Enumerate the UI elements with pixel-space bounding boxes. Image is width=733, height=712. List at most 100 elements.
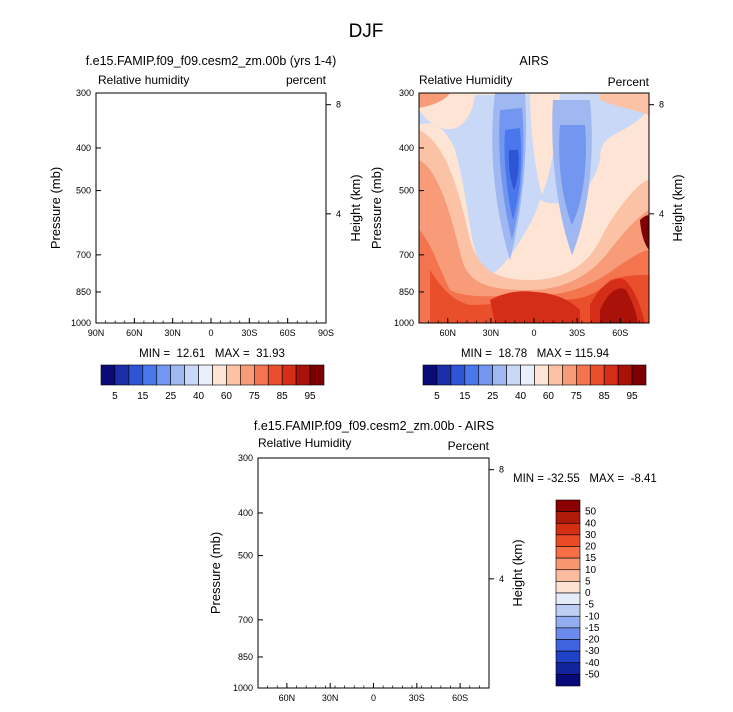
- colorbar-label: 50: [585, 507, 597, 518]
- colorbar-swatch: [617, 364, 633, 386]
- colorbar-obs: 5 15 25 40 60 75 85 95: [422, 364, 647, 402]
- ytick-label: 850: [399, 287, 414, 297]
- panel-obs-ylabel-right: Height (km): [670, 174, 685, 241]
- ytick-label: 300: [76, 88, 91, 98]
- panel-obs-title: AIRS: [519, 54, 548, 68]
- xtick-label: 0: [371, 693, 376, 703]
- xtick-label: 90N: [88, 328, 105, 338]
- colorbar-label: 25: [165, 391, 177, 402]
- panel-model-axes: 300 400 500 700 850 1000 8 4 90N 60N 30N 0 30S 60S 90S: [71, 88, 341, 338]
- height-tick-label: 4: [499, 574, 504, 584]
- ytick-label: 1000: [394, 318, 414, 328]
- colorbar-swatch: [555, 650, 581, 664]
- height-tick-label: 8: [659, 100, 664, 110]
- ytick-label: 700: [399, 250, 414, 260]
- colorbar-label: 85: [599, 391, 611, 402]
- colorbar-swatch: [589, 364, 605, 386]
- colorbar-label: 95: [305, 391, 317, 402]
- panel-model-ylabel: Pressure (mb): [48, 167, 63, 249]
- ytick-label: 1000: [233, 683, 253, 693]
- panel-obs-ylabel: Pressure (mb): [369, 167, 384, 249]
- colorbar-swatch: [156, 364, 171, 386]
- colorbar-swatch: [555, 546, 581, 559]
- contour-sh-max: [600, 288, 638, 323]
- xtick-label: 30N: [322, 693, 339, 703]
- colorbar-label: -15: [585, 623, 600, 634]
- ytick-label: 850: [238, 652, 253, 662]
- contour-sh-dry-2: [559, 125, 586, 225]
- colorbar-label: 15: [459, 391, 471, 402]
- xtick-label: 60N: [126, 328, 143, 338]
- colorbar-swatch: [492, 364, 507, 386]
- panel-diff: f.e15.FAMIP.f09_f09.cesm2_zm.00b - AIRS …: [208, 419, 657, 703]
- xtick-label: 30N: [483, 328, 500, 338]
- colorbar-swatch: [184, 364, 199, 386]
- xtick-label: 30S: [241, 328, 257, 338]
- colorbar-swatch: [576, 364, 591, 386]
- colorbar-swatch: [506, 364, 521, 386]
- xtick-label: 30S: [409, 693, 425, 703]
- xtick-label: 30N: [164, 328, 181, 338]
- colorbar-label: -30: [585, 646, 600, 657]
- colorbar-swatch: [555, 627, 581, 640]
- colorbar-label: 25: [487, 391, 499, 402]
- colorbar-swatch: [555, 639, 581, 652]
- panel-model-title: f.e15.FAMIP.f09_f09.cesm2_zm.00b (yrs 1-…: [86, 54, 337, 68]
- colorbar-swatch: [520, 364, 535, 386]
- colorbar-label: 75: [571, 391, 583, 402]
- colorbar-label: -10: [585, 611, 600, 622]
- panel-obs-field: [419, 93, 649, 323]
- panel-obs-right-label: Percent: [608, 75, 650, 89]
- contour-nh-moist-2: [419, 160, 649, 323]
- xtick-label: 60S: [612, 328, 628, 338]
- panel-diff-left-label: Relative Humidity: [258, 436, 351, 450]
- colorbar-swatch: [555, 604, 581, 617]
- colorbar-swatch: [562, 364, 577, 386]
- ytick-label: 700: [238, 615, 253, 625]
- ytick-label: 300: [399, 88, 414, 98]
- colorbar-swatch: [281, 364, 297, 386]
- colorbar-swatch: [555, 511, 581, 524]
- xtick-label: 60N: [439, 328, 456, 338]
- colorbar-swatch: [548, 364, 563, 386]
- colorbar-swatch: [450, 364, 466, 386]
- panel-model-right-label: percent: [286, 73, 327, 87]
- panel-diff-ylabel: Pressure (mb): [208, 532, 223, 614]
- figure-title: DJF: [349, 21, 384, 42]
- xtick-label: 0: [531, 328, 536, 338]
- panel-obs-left-label: Relative Humidity: [419, 73, 512, 87]
- ytick-label: 700: [76, 250, 91, 260]
- colorbar-swatch: [555, 557, 581, 571]
- contour-tropical-boundary: [490, 291, 580, 323]
- colorbar-swatch: [422, 364, 438, 386]
- xtick-label: 60N: [279, 693, 296, 703]
- ytick-label: 400: [76, 143, 91, 153]
- panel-diff-stats: MIN = -32.55 MAX = -8.41: [513, 473, 657, 485]
- panel-diff-ylabel-right: Height (km): [510, 539, 525, 606]
- ytick-label: 300: [238, 453, 253, 463]
- colorbar-swatch: [170, 364, 185, 386]
- ytick-label: 1000: [71, 318, 91, 328]
- colorbar-swatch: [555, 534, 581, 547]
- ytick-label: 500: [399, 186, 414, 196]
- colorbar-swatch: [464, 364, 480, 386]
- panel-obs: AIRS Relative Humidity Percent: [369, 54, 685, 402]
- colorbar-swatch: [267, 364, 283, 386]
- ytick-label: 500: [76, 186, 91, 196]
- colorbar-swatch: [226, 364, 241, 386]
- colorbar-swatch: [478, 364, 493, 386]
- colorbar-swatch: [295, 364, 311, 386]
- contour-sh-peak: [640, 215, 649, 250]
- panel-diff-right-label: Percent: [448, 439, 490, 453]
- colorbar-label: 15: [585, 553, 597, 564]
- contour-np-band: [419, 93, 450, 108]
- colorbar-swatch: [555, 592, 581, 605]
- contour-nh-dry-4: [508, 150, 519, 190]
- colorbar-swatch: [114, 364, 130, 386]
- colorbar-label: 20: [585, 542, 597, 553]
- colorbar-swatch: [212, 364, 227, 386]
- panel-obs-axes: 300 400 500 700 850 1000 8 4 60N 30N 0 30S 60S: [394, 88, 664, 338]
- colorbar-swatch: [555, 674, 581, 687]
